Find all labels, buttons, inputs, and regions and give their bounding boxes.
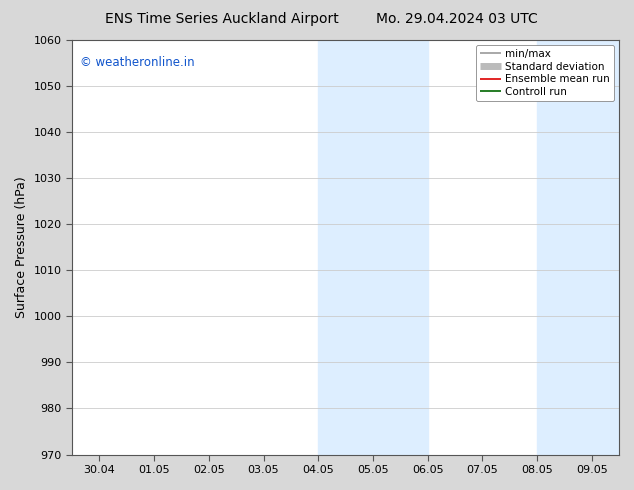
Bar — [318, 40, 373, 455]
Bar — [373, 40, 427, 455]
Legend: min/max, Standard deviation, Ensemble mean run, Controll run: min/max, Standard deviation, Ensemble me… — [476, 45, 614, 101]
Bar — [592, 40, 619, 455]
Text: ENS Time Series Auckland Airport: ENS Time Series Auckland Airport — [105, 12, 339, 26]
Bar — [537, 40, 592, 455]
Text: © weatheronline.in: © weatheronline.in — [81, 56, 195, 69]
Text: Mo. 29.04.2024 03 UTC: Mo. 29.04.2024 03 UTC — [375, 12, 538, 26]
Y-axis label: Surface Pressure (hPa): Surface Pressure (hPa) — [15, 176, 28, 318]
